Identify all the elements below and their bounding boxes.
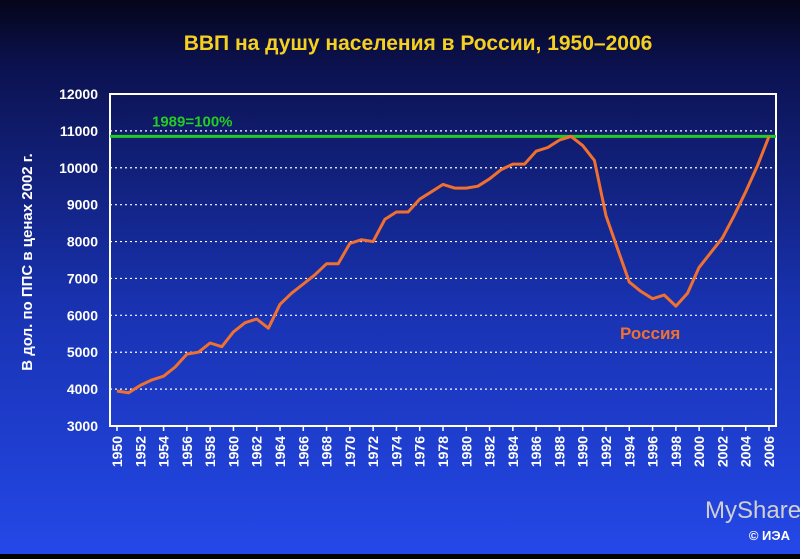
x-tick-label: 1988 xyxy=(551,436,567,467)
x-tick-label: 2000 xyxy=(691,436,707,467)
x-tick-label: 1974 xyxy=(388,436,404,467)
plot-frame xyxy=(109,93,777,427)
x-tick-label: 1968 xyxy=(319,436,335,467)
x-tick-label: 1976 xyxy=(412,436,428,467)
x-tick-label: 1984 xyxy=(505,436,521,467)
x-tick-label: 2002 xyxy=(714,436,730,467)
watermark: MyShared xyxy=(705,497,800,524)
chart-title: ВВП на душу населения в России, 1950–200… xyxy=(184,32,653,55)
x-tick-label: 1998 xyxy=(668,436,684,467)
x-tick-label: 1990 xyxy=(575,436,591,467)
y-tick-label: 6000 xyxy=(67,307,98,323)
x-tick-label: 1966 xyxy=(295,436,311,467)
series-line xyxy=(116,134,771,395)
y-tick-label: 9000 xyxy=(67,197,98,213)
x-tick-label: 1956 xyxy=(179,436,195,467)
x-tick-label: 1954 xyxy=(156,436,172,467)
x-tick-label: 1978 xyxy=(435,436,451,467)
y-tick-label: 7000 xyxy=(67,270,98,286)
y-tick-label: 10000 xyxy=(59,160,98,176)
x-tick-label: 1970 xyxy=(342,436,358,467)
x-tick-label: 2006 xyxy=(761,436,777,467)
x-tick-label: 2004 xyxy=(738,436,754,467)
x-tick-label: 1960 xyxy=(225,436,241,467)
x-tick-label: 1964 xyxy=(272,436,288,467)
x-tick-label: 1994 xyxy=(621,436,637,467)
x-tick-label: 1952 xyxy=(132,436,148,467)
x-tick-label: 1980 xyxy=(458,436,474,467)
x-tick-label: 1992 xyxy=(598,436,614,467)
credit: © ИЭА xyxy=(749,528,791,543)
series-label: Россия xyxy=(620,324,680,343)
x-tick-label: 1996 xyxy=(645,436,661,467)
reference-label: 1989=100% xyxy=(152,113,233,130)
x-tick-label: 1986 xyxy=(528,436,544,467)
y-tick-label: 3000 xyxy=(67,418,98,434)
y-tick-label: 8000 xyxy=(67,234,98,250)
x-tick-label: 1982 xyxy=(482,436,498,467)
x-tick-label: 1958 xyxy=(202,436,218,467)
x-tick-label: 1972 xyxy=(365,436,381,467)
y-axis-label: В дол. по ППС в ценах 2002 г. xyxy=(19,153,36,370)
x-tick-label: 1950 xyxy=(109,436,125,467)
y-tick-label: 5000 xyxy=(67,344,98,360)
x-tick-label: 1962 xyxy=(249,436,265,467)
y-tick-label: 4000 xyxy=(67,381,98,397)
y-tick-label: 11000 xyxy=(60,123,98,139)
y-tick-label: 12000 xyxy=(59,86,98,102)
